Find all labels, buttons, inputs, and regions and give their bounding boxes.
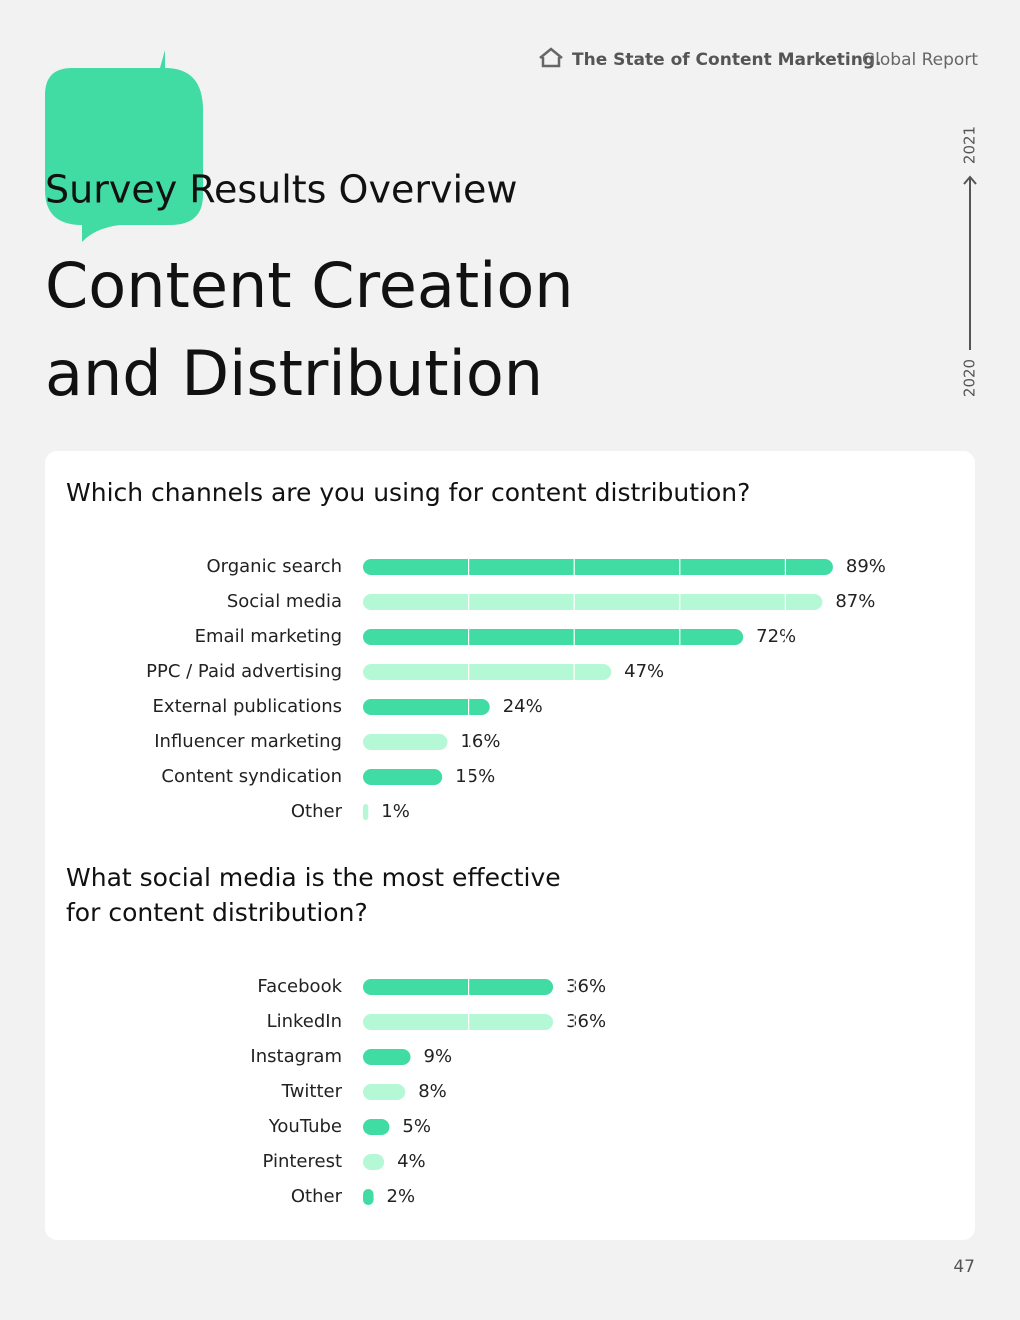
category-label: Other — [291, 801, 343, 822]
bar — [363, 769, 443, 785]
category-label: Other — [291, 1186, 343, 1207]
category-label: Influencer marketing — [154, 731, 342, 752]
value-label: 36% — [566, 976, 606, 997]
bar — [363, 664, 612, 680]
value-label: 2% — [387, 1186, 416, 1207]
value-label: 89% — [846, 556, 886, 577]
value-label: 4% — [397, 1151, 426, 1172]
bar — [363, 734, 448, 750]
bar — [363, 1049, 411, 1065]
card — [45, 451, 975, 1240]
home-icon — [539, 47, 563, 68]
category-label: Email marketing — [195, 626, 342, 647]
page-title: and Distribution — [45, 337, 543, 410]
page-number: 47 — [953, 1257, 975, 1277]
value-label: 1% — [381, 801, 410, 822]
report-type: Global Report — [862, 50, 978, 70]
chart-title: for content distribution? — [66, 898, 368, 927]
category-label: LinkedIn — [267, 1011, 342, 1032]
bar — [363, 699, 490, 715]
bar — [363, 629, 744, 645]
bar — [363, 1119, 390, 1135]
value-label: 24% — [503, 696, 543, 717]
bar — [363, 1189, 374, 1205]
section-label: Survey Results Overview — [45, 168, 517, 212]
value-label: 36% — [566, 1011, 606, 1032]
value-label: 9% — [424, 1046, 453, 1067]
value-label: 72% — [756, 626, 796, 647]
value-label: 5% — [402, 1116, 431, 1137]
category-label: Content syndication — [161, 766, 342, 787]
category-label: Facebook — [257, 976, 342, 997]
bar — [363, 804, 369, 820]
value-label: 15% — [455, 766, 495, 787]
category-label: PPC / Paid advertising — [146, 661, 342, 682]
value-label: 87% — [835, 591, 875, 612]
category-label: Pinterest — [262, 1151, 342, 1172]
page-title: Content Creation — [45, 249, 574, 322]
bar — [363, 1014, 554, 1030]
category-label: Instagram — [250, 1046, 342, 1067]
chart-title: Which channels are you using for content… — [66, 478, 750, 507]
report-name: The State of Content Marketing. — [572, 50, 881, 70]
chart-title: What social media is the most effective — [66, 863, 561, 892]
year-start: 2020 — [961, 359, 979, 397]
bar — [363, 1084, 406, 1100]
speech-bubble — [45, 50, 203, 242]
timeline-arrow — [963, 175, 977, 185]
value-label: 8% — [418, 1081, 447, 1102]
category-label: Twitter — [281, 1081, 343, 1102]
year-end: 2021 — [961, 126, 979, 164]
bar — [363, 559, 833, 575]
value-label: 16% — [460, 731, 500, 752]
bar — [363, 594, 823, 610]
category-label: YouTube — [268, 1116, 342, 1137]
category-label: Social media — [227, 591, 342, 612]
category-label: External publications — [153, 696, 342, 717]
bar — [363, 1154, 385, 1170]
category-label: Organic search — [206, 556, 342, 577]
bar — [363, 979, 554, 995]
value-label: 47% — [624, 661, 664, 682]
